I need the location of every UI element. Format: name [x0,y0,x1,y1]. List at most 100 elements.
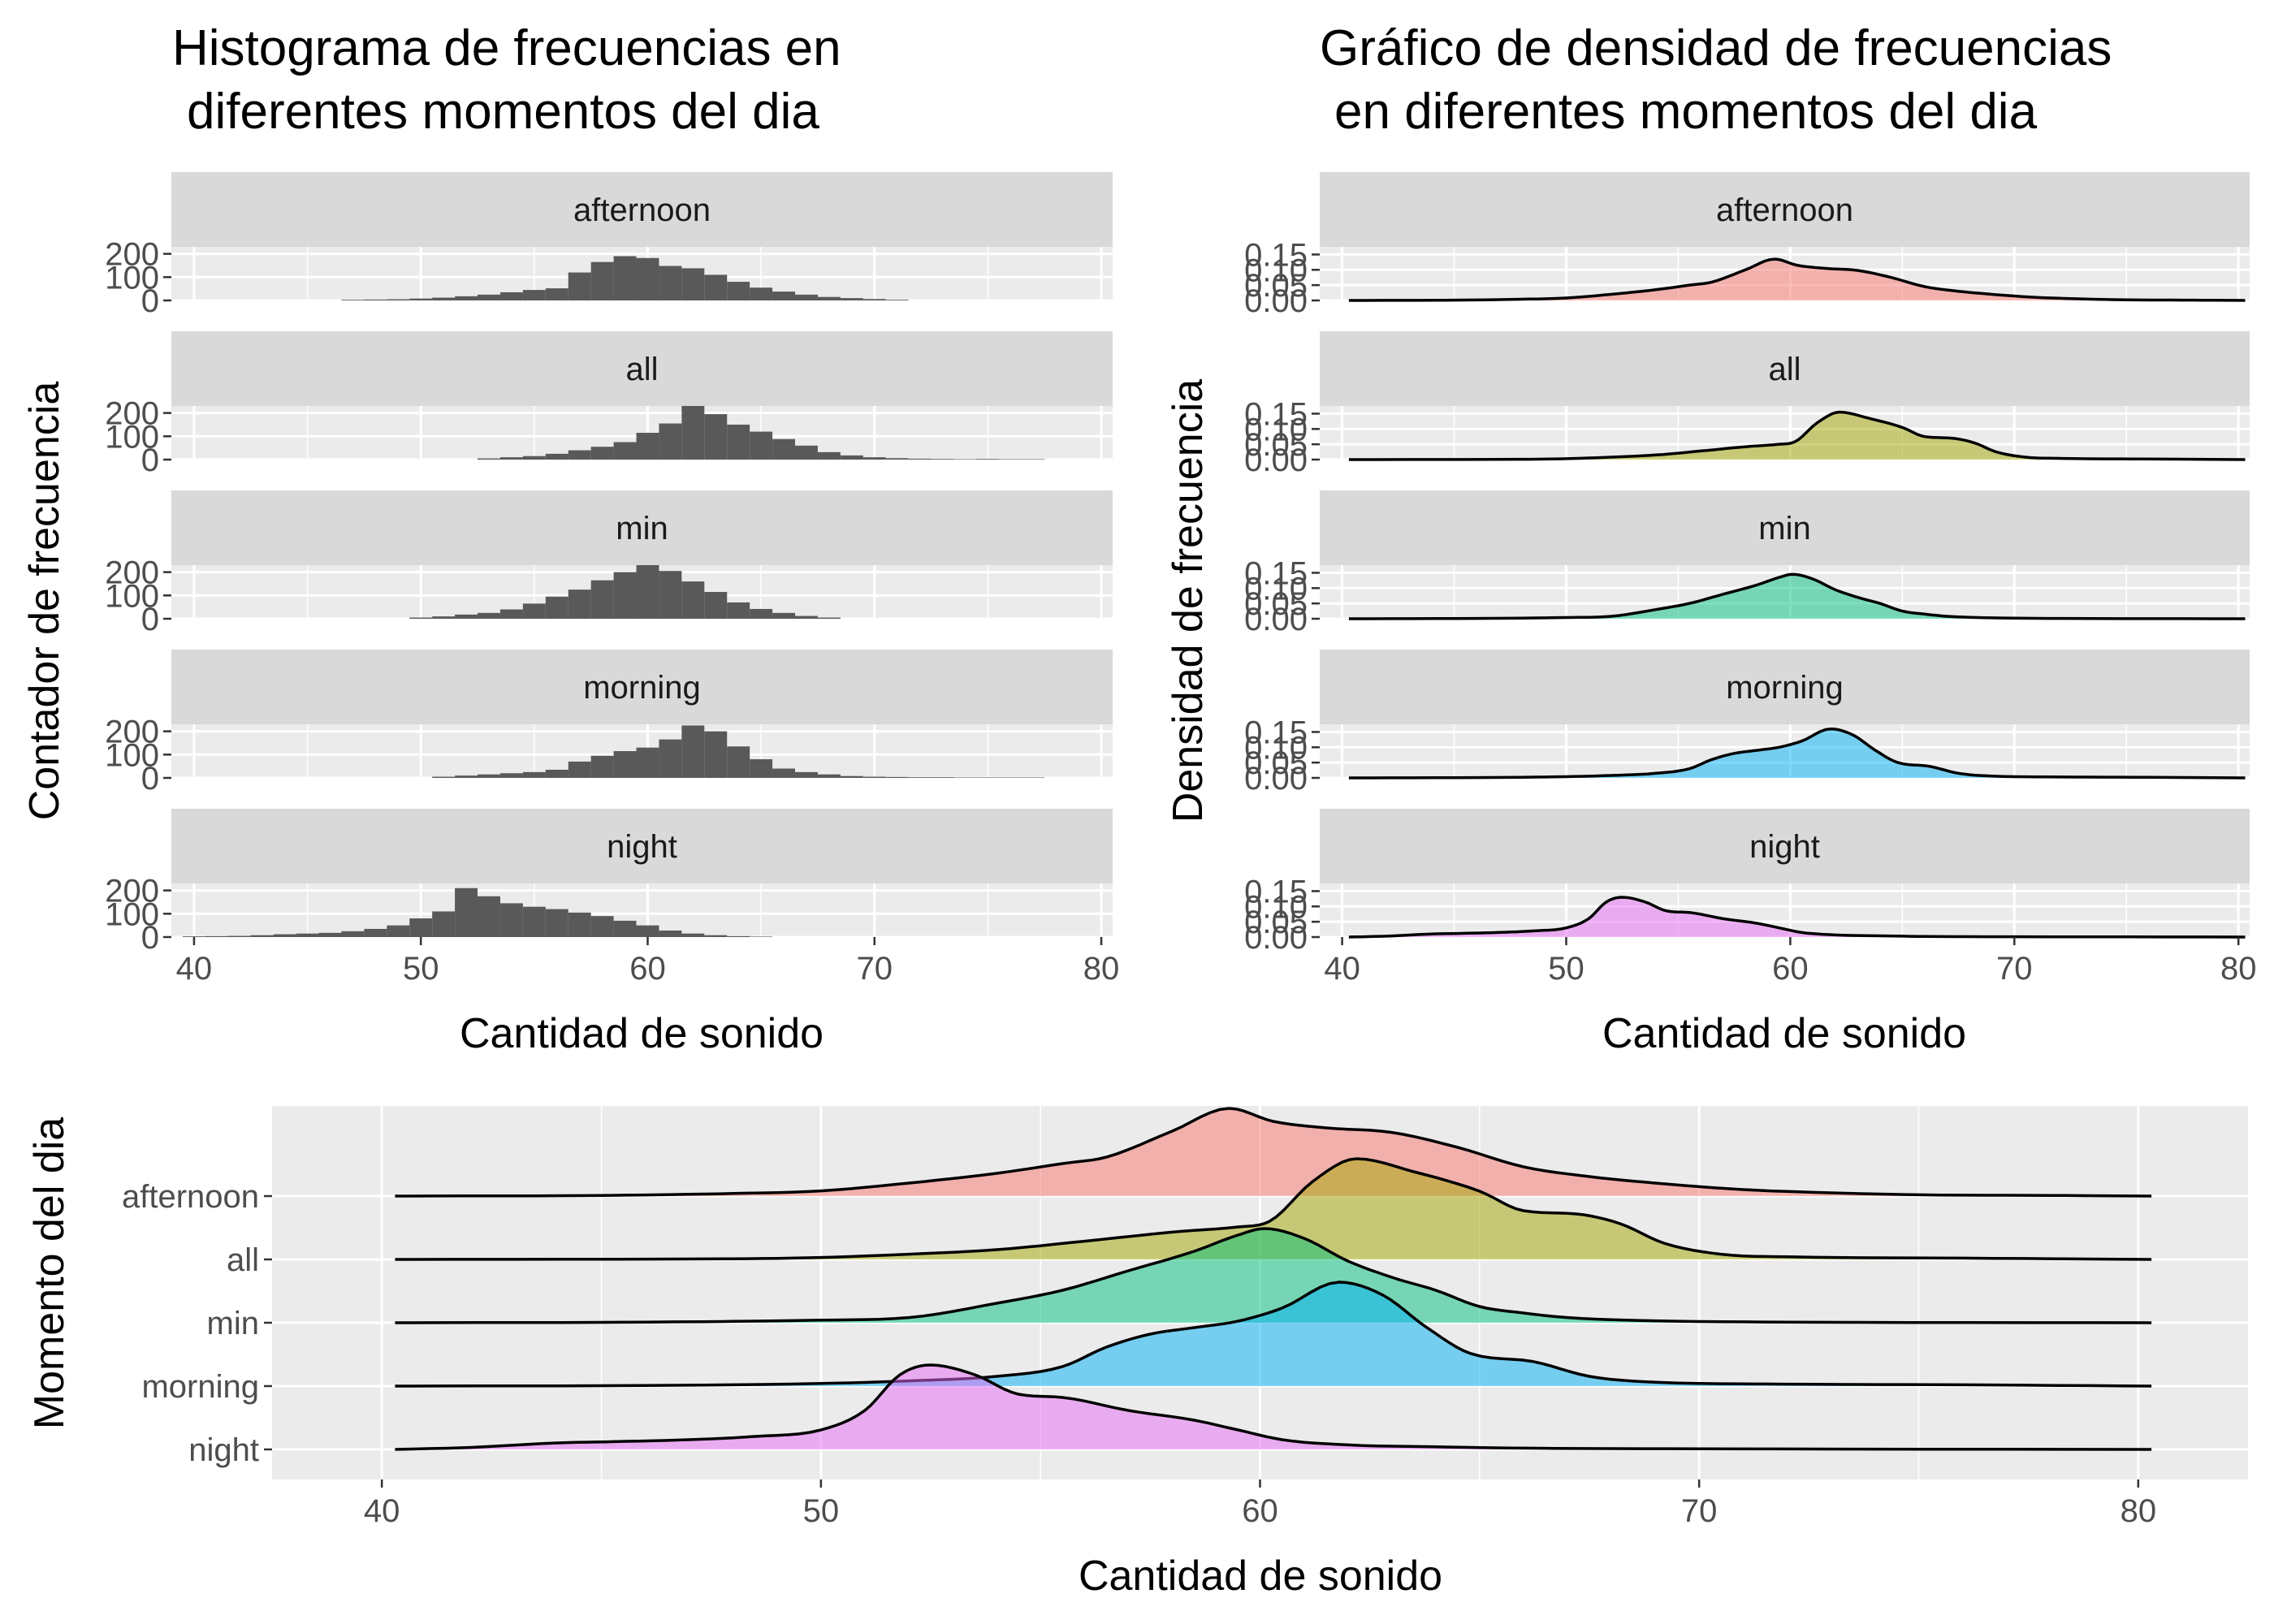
facet-strip-label: all [625,352,658,387]
facet-strip-label: min [616,511,668,546]
density-area-morning [1348,728,2246,778]
histogram-bar [704,592,728,619]
histogram-bar [568,590,591,619]
histogram-bar [681,725,705,778]
histogram-bar [273,934,296,937]
density-area-all [1348,412,2246,460]
histogram-bar [659,739,682,778]
histogram-bar [522,603,546,619]
histogram-bar [613,920,637,937]
facet-strip [171,650,1113,724]
histogram-bar [499,292,523,300]
histogram-bar [522,771,546,778]
facet-strip [1320,650,2250,724]
histogram-bar [296,933,319,937]
histogram-bar [499,903,523,937]
histogram-bar [205,935,228,937]
histogram-bar [908,458,932,460]
ridge-area-night [395,1365,2152,1449]
histogram-bar [976,777,1000,778]
histogram-bar [931,777,954,778]
facet-strip-label: night [607,829,677,865]
x-tick-label: 50 [803,1493,840,1529]
histogram-bar [704,731,728,778]
density-line-all [1348,410,2246,461]
histogram-bar [862,299,886,300]
histogram-bar [636,565,659,619]
ridge-category-label: afternoon [122,1179,259,1215]
x-tick-label: 60 [1772,951,1809,987]
histogram-bar [953,459,977,460]
facet-strip [1320,331,2250,406]
y-tick-label: 0.00 [1244,920,1308,956]
histogram-bar [499,773,523,778]
histogram-bar [522,456,546,460]
x-tick-label: 70 [857,951,893,987]
histogram-bar [908,777,932,778]
density-x-axis: 40 50 60 70 80 [1324,937,2256,987]
histogram-bar [478,458,500,460]
histogram-bar [568,912,591,937]
histogram-bar [750,431,773,460]
histogram-bar [727,746,750,778]
x-tick-label: 80 [1083,951,1120,987]
histogram-bar [659,571,682,619]
histogram-bar [659,930,682,937]
density-y-axis-label: Densidad de frecuencia [1165,379,1212,823]
histogram-x-axis: 40 50 60 70 80 [176,937,1120,987]
ridge-line-all [395,1157,2152,1261]
density-line-night [1348,896,2246,939]
ridge-area-min [395,1229,2152,1323]
density-line-min [1348,572,2246,620]
histogram-bar [727,282,750,300]
histogram-bar [409,617,433,619]
histogram-bar [568,272,591,300]
histogram-bar [999,459,1022,460]
y-tick-label: 0.15 [1244,237,1308,273]
histogram-bar [478,896,500,937]
density-facet-night: night 0.000.050.100.15 [1244,809,2250,956]
histogram-bar [568,761,591,778]
histogram-bar [772,438,796,460]
histogram-bar [704,274,728,300]
histogram-bar [409,298,433,300]
histogram-bar [341,931,365,937]
x-tick-label: 70 [1996,951,2033,987]
histogram-bar [432,297,456,300]
facet-strip [171,331,1113,406]
histogram-bar [727,935,750,937]
histogram-bar [590,447,614,460]
density-x-axis-label: Cantidad de sonido [1602,1010,1966,1057]
y-tick-label: 200 [105,874,159,909]
y-tick-label: 0.10 [1244,571,1308,607]
histogram-bar [613,751,637,778]
histogram-bar [795,445,818,460]
x-tick-label: 40 [176,951,213,987]
histogram-bar [432,911,456,937]
histogram-bar [772,292,796,300]
histogram-bar [432,776,456,778]
histogram-bar [862,776,886,778]
histogram-bar [772,612,796,619]
histogram-x-axis-label: Cantidad de sonido [460,1010,824,1057]
histogram-bar [727,424,750,460]
histogram-bar [455,296,478,300]
y-tick-label: 200 [105,396,159,432]
facet-strip-label: afternoon [573,192,711,228]
ridge-category-label: morning [141,1369,259,1405]
ridge-line-afternoon [395,1107,2152,1198]
facet-strip [1320,809,2250,883]
histogram-bar [750,608,773,619]
histogram-bar [1022,459,1045,460]
histogram-bar [659,423,682,460]
histogram-bar [590,755,614,778]
histogram-bar [1022,777,1045,778]
x-tick-label: 80 [2220,951,2257,987]
histogram-bar [522,290,546,300]
histogram-bar [885,458,909,460]
histogram-bar [636,433,659,460]
y-tick-label: 0.05 [1244,268,1308,304]
histogram-bar [545,769,568,778]
